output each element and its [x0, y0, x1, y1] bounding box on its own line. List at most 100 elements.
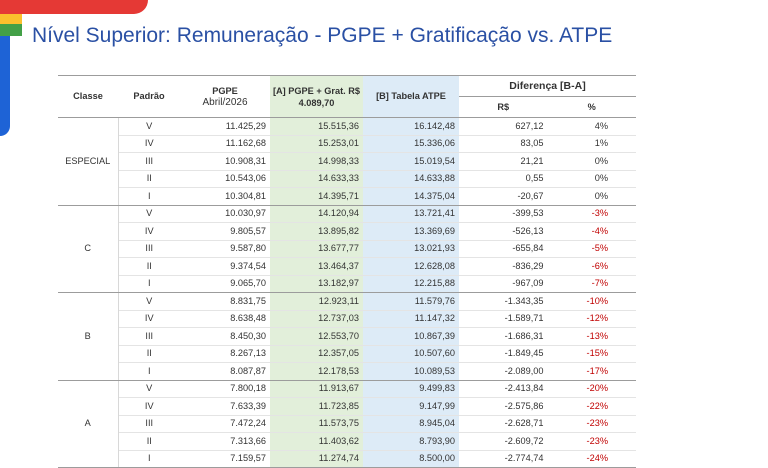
padrao-cell: III: [118, 240, 180, 258]
pgpe-cell: 10.304,81: [180, 187, 270, 206]
padrao-cell: II: [118, 432, 180, 451]
pgpe-cell: 8.450,30: [180, 327, 270, 346]
col-a-cell: 11.913,67: [270, 380, 363, 398]
padrao-cell: V: [118, 380, 180, 398]
col-a-cell: 14.395,71: [270, 187, 363, 206]
col-a-cell: 12.923,11: [270, 292, 363, 311]
table-row: I 8.087,87 12.178,53 10.089,53 -2.089,00 -17%: [58, 362, 636, 381]
table-row: ESPECIAL V 11.425,29 15.515,36 16.142,48 627,…: [58, 117, 636, 206]
padrao-cell: V: [118, 205, 180, 223]
diff-rs-cell: -836,29: [459, 257, 548, 276]
col-b-cell: 11.147,32: [363, 310, 459, 328]
pgpe-cell: 9.374,54: [180, 257, 270, 276]
diff-rs-cell: -2.089,00: [459, 362, 548, 381]
table-row: II 8.267,13 12.357,05 10.507,60 -1.849,45 -15…: [58, 345, 636, 363]
table-row: II 10.543,06 14.633,33 14.633,88 0,55 0%: [58, 170, 636, 188]
diff-pct-cell: -24%: [547, 450, 636, 468]
diff-pct-cell: -22%: [547, 397, 636, 416]
padrao-cell: IV: [118, 135, 180, 153]
padrao-cell: V: [118, 292, 180, 311]
diff-pct-cell: -23%: [547, 432, 636, 451]
padrao-cell: II: [118, 345, 180, 363]
diff-pct-cell: -15%: [547, 345, 636, 363]
diff-pct-cell: 0%: [547, 152, 636, 171]
pgpe-cell: 11.162,68: [180, 135, 270, 153]
pgpe-cell: 7.313,66: [180, 432, 270, 451]
pgpe-cell: 10.543,06: [180, 170, 270, 188]
col-a-cell: 12.357,05: [270, 345, 363, 363]
col-b-cell: 12.215,88: [363, 275, 459, 293]
diff-pct-cell: -23%: [547, 415, 636, 433]
col-b-cell: 13.721,41: [363, 205, 459, 223]
col-b-cell: 14.633,88: [363, 170, 459, 188]
padrao-cell: III: [118, 415, 180, 433]
diff-pct-cell: 4%: [547, 117, 636, 136]
diff-pct-cell: 0%: [547, 170, 636, 188]
header-col-b: [B] Tabela ATPE: [363, 75, 459, 118]
pgpe-cell: 8.831,75: [180, 292, 270, 311]
diff-rs-cell: -2.575,86: [459, 397, 548, 416]
col-a-cell: 13.464,37: [270, 257, 363, 276]
diff-pct-cell: -4%: [547, 222, 636, 241]
table-row: IV 9.805,57 13.895,82 13.369,69 -526,13 -4%: [58, 222, 636, 241]
diff-pct-cell: -7%: [547, 275, 636, 293]
header-diff-pct: %: [547, 96, 636, 118]
decorative-red-bar: [0, 0, 148, 14]
header-col-a-line1: [A] PGPE + Grat. R$: [272, 85, 361, 96]
pgpe-cell: 7.800,18: [180, 380, 270, 398]
diff-rs-cell: -2.609,72: [459, 432, 548, 451]
col-b-cell: 10.089,53: [363, 362, 459, 381]
padrao-cell: V: [118, 117, 180, 136]
pgpe-cell: 7.633,39: [180, 397, 270, 416]
classe-cell: A: [58, 380, 119, 468]
col-a-cell: 14.633,33: [270, 170, 363, 188]
diff-rs-cell: -526,13: [459, 222, 548, 241]
classe-cell: B: [58, 292, 119, 381]
pgpe-cell: 7.472,24: [180, 415, 270, 433]
diff-rs-cell: -2.628,71: [459, 415, 548, 433]
col-a-cell: 13.182,97: [270, 275, 363, 293]
header-padrao: Padrão: [118, 75, 180, 118]
table-row: IV 7.633,39 11.723,85 9.147,99 -2.575,86 -22%: [58, 397, 636, 416]
diff-rs-cell: 21,21: [459, 152, 548, 171]
col-a-cell: 12.553,70: [270, 327, 363, 346]
table-row: IV 8.638,48 12.737,03 11.147,32 -1.589,71 -12…: [58, 310, 636, 328]
diff-rs-cell: -1.589,71: [459, 310, 548, 328]
table-row: III 9.587,80 13.677,77 13.021,93 -655,84 -5%: [58, 240, 636, 258]
diff-rs-cell: -1.686,31: [459, 327, 548, 346]
col-a-cell: 11.403,62: [270, 432, 363, 451]
decorative-blue-bar: [0, 36, 10, 136]
decorative-green-bar: [0, 24, 22, 36]
diff-pct-cell: 0%: [547, 187, 636, 206]
header-pgpe: PGPE Abril/2026: [180, 75, 270, 118]
diff-rs-cell: -967,09: [459, 275, 548, 293]
padrao-cell: IV: [118, 222, 180, 241]
classe-cell: ESPECIAL: [58, 117, 119, 206]
col-b-cell: 9.499,83: [363, 380, 459, 398]
table-row: I 7.159,57 11.274,74 8.500,00 -2.774,74 -24%: [58, 450, 636, 468]
table-row: II 9.374,54 13.464,37 12.628,08 -836,29 -6%: [58, 257, 636, 276]
page-title: Nível Superior: Remuneração - PGPE + Gra…: [32, 24, 613, 47]
pgpe-cell: 8.638,48: [180, 310, 270, 328]
diff-rs-cell: -399,53: [459, 205, 548, 223]
table-row: III 7.472,24 11.573,75 8.945,04 -2.628,71 -23…: [58, 415, 636, 433]
col-a-cell: 15.515,36: [270, 117, 363, 136]
col-b-cell: 13.021,93: [363, 240, 459, 258]
diff-pct-cell: -13%: [547, 327, 636, 346]
col-b-cell: 10.867,39: [363, 327, 459, 346]
pgpe-cell: 11.425,29: [180, 117, 270, 136]
col-a-cell: 11.573,75: [270, 415, 363, 433]
diff-rs-cell: -20,67: [459, 187, 548, 206]
table-body: ESPECIAL V 11.425,29 15.515,36 16.142,48 627,…: [58, 117, 636, 468]
pgpe-cell: 8.267,13: [180, 345, 270, 363]
diff-pct-cell: -3%: [547, 205, 636, 223]
pgpe-cell: 10.030,97: [180, 205, 270, 223]
col-b-cell: 9.147,99: [363, 397, 459, 416]
diff-rs-cell: 627,12: [459, 117, 548, 136]
header-diferenca: Diferença [B-A]: [459, 75, 636, 97]
col-b-cell: 8.793,90: [363, 432, 459, 451]
header-diff-rs: R$: [459, 96, 548, 118]
table-row: C V 10.030,97 14.120,94 13.721,41 -399,53 -3%: [58, 205, 636, 293]
padrao-cell: IV: [118, 397, 180, 416]
col-b-cell: 13.369,69: [363, 222, 459, 241]
